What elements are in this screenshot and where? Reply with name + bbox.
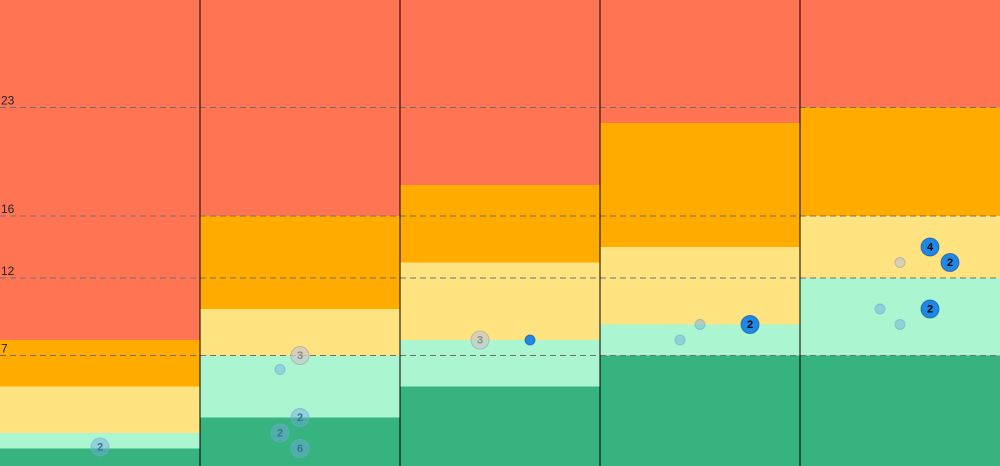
band-high-col-3 [400,185,600,263]
band-high-col-2 [200,216,400,309]
data-point-marker[interactable] [674,334,686,346]
data-point[interactable]: 2 [270,423,290,443]
band-critical-col-5 [800,0,1000,108]
data-point-count-label: 2 [747,319,753,331]
data-point-marker[interactable] [920,299,940,319]
band-medium-col-1 [0,386,200,433]
data-point-marker[interactable] [290,408,310,427]
band-low-col-3 [400,386,600,466]
band-critical-col-1 [0,0,200,340]
band-low-col-4 [600,355,800,466]
band-high-col-5 [800,107,1000,216]
data-point[interactable]: 3 [470,330,490,350]
data-point[interactable] [274,363,286,375]
data-point[interactable]: 2 [920,299,940,319]
band-low-col-5 [800,355,1000,466]
band-critical-col-4 [600,0,800,123]
band-medium-col-3 [400,262,600,340]
y-tick-label-16: 16 [1,202,15,216]
data-point-count-label: 6 [297,443,303,455]
data-point[interactable] [524,334,536,346]
data-point-marker[interactable] [274,363,286,375]
data-point-count-label: 3 [477,335,483,347]
data-point-marker[interactable] [894,319,906,330]
y-tick-label-12: 12 [1,264,15,278]
data-point[interactable]: 3 [290,346,310,365]
data-point[interactable]: 2 [90,437,110,457]
data-point-count-label: 3 [297,350,303,362]
data-point-marker[interactable] [920,237,940,257]
data-point[interactable] [674,334,686,346]
data-point-marker[interactable] [940,253,960,272]
data-point-count-label: 2 [297,412,303,424]
band-moderate-col-3 [400,340,600,387]
data-point-marker[interactable] [694,319,706,330]
data-point-marker[interactable] [290,439,310,458]
data-point[interactable]: 4 [920,237,940,257]
data-point-marker[interactable] [874,303,886,315]
data-point[interactable] [894,257,906,268]
data-point-count-label: 4 [927,242,934,254]
band-critical-col-3 [400,0,600,185]
data-point-count-label: 2 [947,257,953,269]
band-low-col-1 [0,448,200,466]
band-medium-col-4 [600,247,800,325]
band-high-col-4 [600,123,800,247]
y-tick-label-7: 7 [1,342,8,356]
data-point-marker[interactable] [470,330,490,350]
data-point[interactable] [874,303,886,315]
band-moderate-col-5 [800,278,1000,356]
divider-layer [199,0,801,466]
data-point[interactable] [894,319,906,330]
band-high-col-1 [0,340,200,387]
y-tick-label-23: 23 [1,94,15,108]
data-point-marker[interactable] [524,334,536,346]
data-point-marker[interactable] [740,315,760,334]
data-point[interactable]: 2 [740,315,760,334]
data-point-marker[interactable] [894,257,906,268]
data-point-marker[interactable] [290,346,310,365]
points-layer: 2 3 2 2 6 3 2 4 2 2 [90,237,960,458]
grid-layer [0,107,1000,356]
data-point-count-label: 2 [277,428,283,440]
tick-layer: 7 12 16 23 [1,94,15,356]
data-point[interactable]: 2 [940,253,960,272]
data-point[interactable] [694,319,706,330]
band-medium-col-5 [800,216,1000,278]
data-point-marker[interactable] [270,423,290,443]
data-point-marker[interactable] [90,437,110,457]
band-moderate-col-2 [200,355,400,418]
band-moderate-col-1 [0,433,200,449]
data-point-count-label: 2 [97,441,103,453]
data-point[interactable]: 6 [290,439,310,458]
data-point-count-label: 2 [927,304,933,316]
data-point[interactable]: 2 [290,408,310,427]
